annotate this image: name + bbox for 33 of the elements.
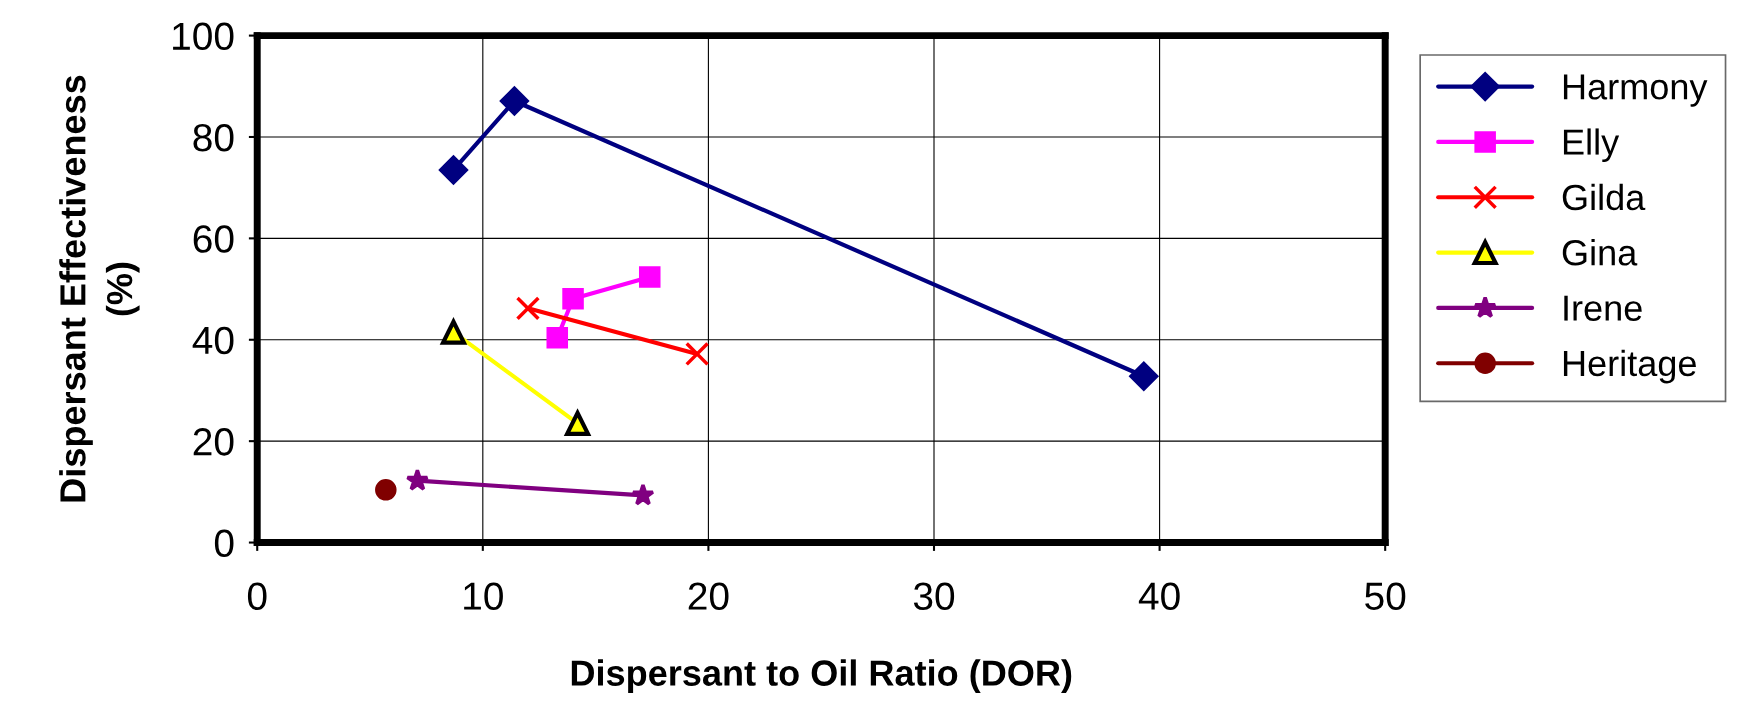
- x-tick-label: 50: [1365, 582, 1406, 610]
- legend-label: Harmony: [1563, 74, 1708, 107]
- y-tick-label: 40: [192, 326, 234, 355]
- y-tick-label: 20: [193, 428, 234, 456]
- legend-label: Gina: [1562, 239, 1638, 266]
- point: [499, 86, 529, 116]
- x-tick-label: 20: [688, 582, 729, 610]
- x-axis-title: Dispersant to Oil Ratio (DOR): [571, 659, 1072, 694]
- point: [638, 266, 661, 288]
- point: [563, 408, 592, 436]
- point: [546, 326, 569, 349]
- y-tick-label: 60: [193, 225, 234, 253]
- point: [684, 341, 710, 367]
- x-tick-label: 10: [464, 582, 503, 610]
- legend-label: Heritage: [1563, 349, 1696, 384]
- point: [438, 155, 468, 185]
- y-tick-label: 100: [173, 22, 234, 51]
- y-tick-label: 0: [214, 529, 234, 558]
- point: [375, 479, 397, 501]
- legend-label: Elly: [1563, 128, 1620, 163]
- point: [631, 483, 655, 506]
- y-tick-label: 80: [193, 123, 234, 152]
- legend-label: Irene: [1564, 295, 1642, 321]
- point: [439, 317, 468, 345]
- point: [405, 468, 430, 491]
- x-tick-label: 0: [247, 582, 267, 610]
- x-tick-label: 40: [1138, 582, 1180, 610]
- y-axis-title: Dispersant Effectiveness (%): [59, 75, 140, 502]
- legend-label: Gilda: [1562, 183, 1646, 211]
- point: [515, 296, 541, 321]
- x-tick-label: 30: [913, 582, 955, 610]
- point: [1129, 361, 1159, 391]
- point: [562, 287, 584, 310]
